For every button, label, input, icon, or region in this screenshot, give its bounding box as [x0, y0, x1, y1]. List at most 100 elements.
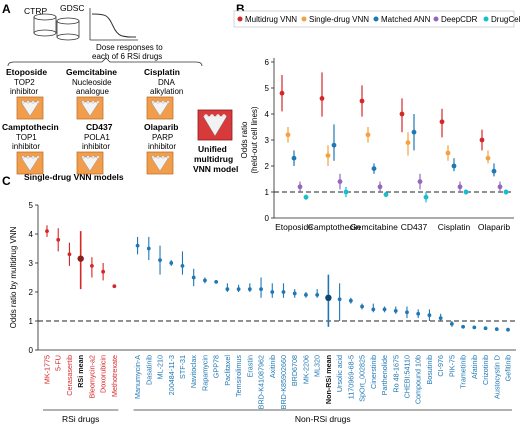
x-tick-label: Rapamycin	[200, 355, 209, 391]
data-point	[270, 290, 275, 294]
vnn-node-1-3	[96, 100, 100, 104]
y-tick-label: 4	[29, 230, 34, 239]
legend-label-1: Single-drug VNN	[309, 15, 369, 24]
y-tick-label: 1	[265, 188, 270, 197]
data-point	[259, 287, 263, 291]
vnn-hierarchy-icon-0	[20, 101, 40, 117]
data-point	[405, 310, 409, 315]
drug-target-cd437: POLA1	[84, 133, 110, 142]
x-tick-label: Paclitaxel	[223, 355, 232, 386]
x-category-label: Cisplatin	[438, 222, 471, 232]
panel-a-letter: A	[2, 2, 11, 16]
y-axis-title: (held-out cell lines)	[250, 106, 259, 173]
vnn-hierarchy-icon-1	[80, 101, 100, 117]
x-tick-label: ML-210	[156, 355, 165, 379]
data-point	[365, 132, 371, 138]
single-drug-models-label: Single-drug VNN models	[24, 172, 124, 182]
drug-target-camptothecin: TOP1	[16, 133, 37, 142]
y-tick-label: 0	[265, 214, 270, 223]
x-tick-label: STF-31	[178, 355, 187, 379]
x-tick-label: Trametinib	[459, 355, 468, 389]
vnn-node-5-1	[156, 155, 160, 159]
data-point	[417, 179, 423, 185]
data-point	[463, 189, 469, 195]
panel-b-chart: Multidrug VNN Single-drug VNN Matched ANN D…	[233, 10, 520, 232]
data-point	[503, 189, 509, 195]
drug-name-cisplatin: Cisplatin	[144, 67, 180, 77]
x-tick-label: Axitinib	[268, 355, 277, 378]
x-tick-label: GPP78	[212, 355, 221, 378]
data-point	[449, 322, 454, 326]
vnn-node-0-2	[31, 100, 35, 104]
x-tick-label: CHEBI:54110	[402, 355, 411, 398]
legend-marker-1	[301, 16, 307, 22]
data-point	[383, 192, 389, 198]
data-point	[112, 284, 117, 289]
vnn-hierarchy-icon-2	[150, 101, 170, 117]
data-point	[371, 307, 376, 312]
vnn-node-4-3	[96, 155, 100, 159]
data-point	[325, 153, 331, 159]
legend-label-3: DeepCDR	[441, 15, 478, 24]
vnn-node-0-0	[21, 100, 25, 104]
data-point	[343, 189, 349, 195]
x-category-label: Etoposide	[275, 222, 313, 232]
drug-class-etoposide: inhibitor	[10, 87, 38, 96]
data-point	[399, 111, 405, 117]
data-point	[438, 316, 443, 320]
panel-c-letter: C	[2, 174, 11, 188]
vnn-node-1-1	[86, 100, 90, 104]
data-point	[411, 129, 417, 135]
data-point	[423, 194, 429, 200]
data-point	[169, 261, 174, 265]
data-point	[281, 290, 286, 294]
vnn-node-4-0	[81, 155, 85, 159]
data-point	[506, 327, 510, 332]
x-tick-label: Manumycin-A	[133, 355, 142, 399]
y-tick-label: 2	[29, 288, 34, 297]
vnn-node-4-1	[86, 155, 90, 159]
data-point	[337, 179, 343, 185]
data-point	[77, 255, 84, 262]
vnn-hierarchy-icon-5	[150, 156, 170, 172]
data-point	[348, 298, 353, 303]
data-point	[461, 324, 465, 329]
x-tick-label: SpOrt_002825	[358, 355, 367, 402]
x-tick-label: 1170969-68-5	[346, 355, 355, 399]
data-point	[439, 119, 445, 125]
y-tick-label: 0	[29, 346, 34, 355]
unified-model-line2: multidrug	[194, 154, 233, 164]
data-point	[279, 90, 285, 96]
x-tick-label: Cerasasertib	[65, 355, 74, 396]
x-tick-label: Ursolic acid	[335, 355, 344, 392]
vnn-hierarchy-icon-3	[20, 156, 40, 172]
x-tick-label: MK-2206	[301, 355, 310, 384]
legend-marker-0	[237, 16, 243, 22]
x-tick-label: Bleomycin-a2	[87, 355, 96, 399]
data-point	[494, 327, 499, 332]
data-point	[405, 140, 411, 146]
vnn-node-3-1	[26, 155, 30, 159]
drug-name-gemcitabine: Gemcitabine	[66, 67, 117, 77]
x-tick-label: Methotrexate	[110, 355, 119, 397]
x-tick-label: Parthenolide	[380, 355, 389, 395]
data-point	[236, 287, 241, 291]
drug-class-cisplatin: alkylation	[150, 87, 183, 96]
x-tick-label: Ro 48-1675	[391, 355, 400, 393]
vnn-node-4-2	[91, 155, 95, 159]
vnn-node-5-0	[151, 155, 155, 159]
data-point	[180, 264, 185, 268]
drug-name-camptothecin: Camptothecin	[2, 122, 59, 132]
data-point	[247, 287, 252, 291]
data-point	[382, 307, 387, 312]
y-axis-title: Odds ratio	[240, 121, 249, 158]
data-point	[297, 184, 303, 190]
data-point	[67, 252, 72, 257]
bracket	[7, 57, 203, 67]
data-point	[158, 258, 162, 262]
x-category-label: Camptothecin	[308, 222, 361, 232]
db-ctrp-label: CTRP	[24, 6, 47, 16]
data-point	[371, 166, 377, 172]
vnn-node-0-1	[26, 100, 30, 104]
